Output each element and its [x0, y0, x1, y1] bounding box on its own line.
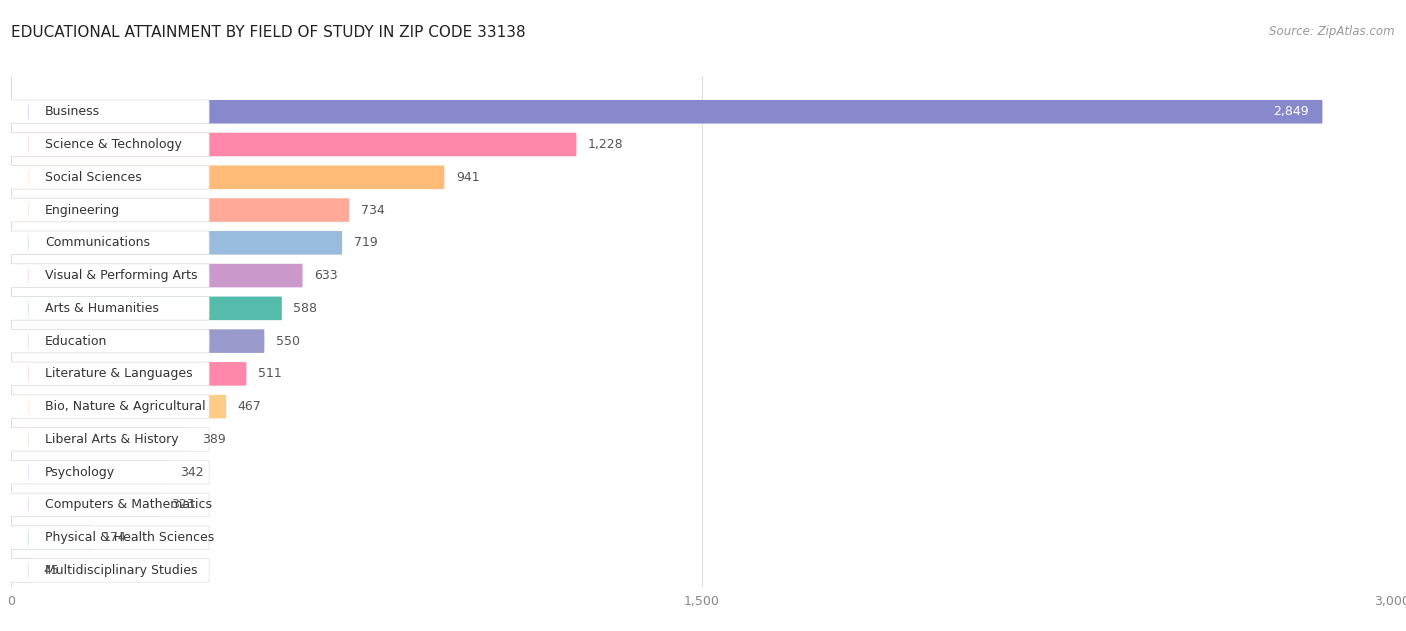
FancyBboxPatch shape [4, 133, 209, 156]
FancyBboxPatch shape [11, 426, 1392, 453]
Text: Education: Education [45, 334, 107, 348]
FancyBboxPatch shape [4, 461, 209, 484]
FancyBboxPatch shape [4, 526, 209, 550]
FancyBboxPatch shape [11, 459, 1392, 486]
Text: Psychology: Psychology [45, 466, 115, 479]
FancyBboxPatch shape [11, 492, 1392, 518]
FancyBboxPatch shape [4, 558, 209, 582]
Text: 1,228: 1,228 [588, 138, 623, 151]
Text: Science & Technology: Science & Technology [45, 138, 181, 151]
Text: 2,849: 2,849 [1272, 105, 1309, 118]
Text: Social Sciences: Social Sciences [45, 171, 142, 184]
FancyBboxPatch shape [11, 329, 264, 353]
Text: 511: 511 [257, 367, 281, 380]
FancyBboxPatch shape [11, 295, 1392, 322]
Text: Multidisciplinary Studies: Multidisciplinary Studies [45, 564, 197, 577]
FancyBboxPatch shape [11, 297, 281, 320]
Text: Engineering: Engineering [45, 204, 120, 216]
FancyBboxPatch shape [11, 362, 246, 386]
Text: 633: 633 [314, 269, 337, 282]
Text: 941: 941 [456, 171, 479, 184]
FancyBboxPatch shape [11, 198, 349, 222]
FancyBboxPatch shape [11, 461, 169, 484]
Text: 323: 323 [172, 498, 195, 511]
Text: Physical & Health Sciences: Physical & Health Sciences [45, 531, 214, 544]
Text: 467: 467 [238, 400, 262, 413]
Text: 342: 342 [180, 466, 204, 479]
FancyBboxPatch shape [4, 329, 209, 353]
Text: 389: 389 [202, 433, 225, 446]
FancyBboxPatch shape [11, 197, 1392, 223]
Text: Arts & Humanities: Arts & Humanities [45, 302, 159, 315]
FancyBboxPatch shape [11, 264, 302, 287]
Text: Visual & Performing Arts: Visual & Performing Arts [45, 269, 197, 282]
FancyBboxPatch shape [4, 493, 209, 517]
FancyBboxPatch shape [11, 493, 160, 517]
Text: 174: 174 [103, 531, 127, 544]
Text: Liberal Arts & History: Liberal Arts & History [45, 433, 179, 446]
FancyBboxPatch shape [11, 524, 1392, 551]
Text: Bio, Nature & Agricultural: Bio, Nature & Agricultural [45, 400, 205, 413]
Text: 45: 45 [44, 564, 59, 577]
FancyBboxPatch shape [4, 395, 209, 418]
FancyBboxPatch shape [4, 297, 209, 320]
FancyBboxPatch shape [11, 131, 1392, 158]
Text: 734: 734 [360, 204, 384, 216]
FancyBboxPatch shape [11, 360, 1392, 387]
FancyBboxPatch shape [11, 395, 226, 418]
FancyBboxPatch shape [11, 231, 342, 254]
FancyBboxPatch shape [11, 393, 1392, 420]
FancyBboxPatch shape [11, 230, 1392, 256]
Text: Computers & Mathematics: Computers & Mathematics [45, 498, 212, 511]
FancyBboxPatch shape [11, 262, 1392, 289]
FancyBboxPatch shape [4, 264, 209, 287]
FancyBboxPatch shape [11, 327, 1392, 355]
FancyBboxPatch shape [4, 100, 209, 124]
Text: 550: 550 [276, 334, 299, 348]
FancyBboxPatch shape [11, 164, 1392, 191]
Text: EDUCATIONAL ATTAINMENT BY FIELD OF STUDY IN ZIP CODE 33138: EDUCATIONAL ATTAINMENT BY FIELD OF STUDY… [11, 25, 526, 40]
FancyBboxPatch shape [11, 558, 32, 582]
FancyBboxPatch shape [11, 100, 1323, 124]
FancyBboxPatch shape [11, 428, 190, 451]
Text: Communications: Communications [45, 237, 150, 249]
Text: 719: 719 [354, 237, 377, 249]
FancyBboxPatch shape [11, 98, 1392, 125]
FancyBboxPatch shape [11, 133, 576, 156]
FancyBboxPatch shape [4, 198, 209, 222]
Text: Business: Business [45, 105, 100, 118]
Text: Literature & Languages: Literature & Languages [45, 367, 193, 380]
FancyBboxPatch shape [4, 231, 209, 254]
FancyBboxPatch shape [4, 165, 209, 189]
FancyBboxPatch shape [11, 526, 91, 550]
FancyBboxPatch shape [4, 428, 209, 451]
Text: 588: 588 [294, 302, 318, 315]
Text: Source: ZipAtlas.com: Source: ZipAtlas.com [1270, 25, 1395, 38]
FancyBboxPatch shape [11, 557, 1392, 584]
FancyBboxPatch shape [4, 362, 209, 386]
FancyBboxPatch shape [11, 165, 444, 189]
